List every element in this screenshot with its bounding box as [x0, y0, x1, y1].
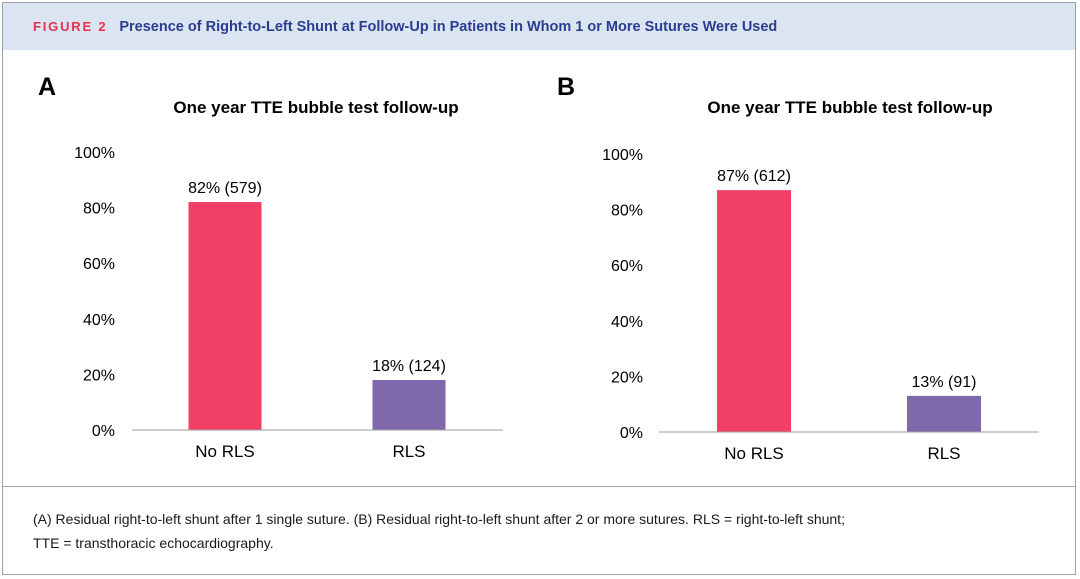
x-tick-label: No RLS	[724, 444, 784, 463]
x-tick-label: RLS	[927, 444, 960, 463]
bar-no-rls	[188, 202, 262, 430]
figure-title: Presence of Right-to-Left Shunt at Follo…	[119, 18, 778, 35]
data-label: 18% (124)	[372, 358, 446, 375]
caption-line-2: TTE = transthoracic echocardiography.	[33, 535, 274, 551]
panel-letter-a: A	[38, 73, 57, 101]
y-tick-label: 20%	[83, 367, 115, 384]
y-tick-label: 80%	[83, 201, 115, 218]
x-tick-label: No RLS	[195, 442, 255, 461]
y-tick-label: 80%	[611, 203, 643, 220]
chart-a: One year TTE bubble test follow-up 0% 20% 4…	[74, 98, 503, 461]
bar-rls	[907, 395, 981, 432]
y-tick-label: 40%	[83, 312, 115, 329]
panel-letter-b: B	[557, 73, 576, 101]
figure-caption: (A) Residual right-to-left shunt after 1…	[3, 486, 1075, 576]
y-tick-label: 0%	[92, 423, 115, 440]
figure-label: FIGURE 2	[33, 19, 108, 34]
bar-no-rls	[717, 190, 791, 432]
y-tick-label: 20%	[611, 369, 643, 386]
data-label: 82% (579)	[188, 180, 262, 197]
y-tick-label: 40%	[611, 314, 643, 331]
chart-panels: A B One year TTE bubble test follow-up 0%…	[3, 50, 1075, 486]
data-label: 13% (91)	[912, 374, 977, 391]
caption-line-1: (A) Residual right-to-left shunt after 1…	[33, 511, 845, 527]
y-tick-label: 100%	[602, 147, 643, 164]
figure-header: FIGURE 2 Presence of Right-to-Left Shunt…	[3, 3, 1075, 50]
data-label: 87% (612)	[717, 168, 791, 185]
chart-title: One year TTE bubble test follow-up	[173, 98, 458, 117]
chart-b: One year TTE bubble test follow-up 0% 20% 4…	[602, 98, 1039, 463]
x-tick-label: RLS	[392, 442, 425, 461]
y-tick-label: 60%	[611, 258, 643, 275]
y-tick-label: 0%	[620, 425, 643, 442]
chart-title: One year TTE bubble test follow-up	[707, 98, 992, 117]
y-tick-label: 100%	[74, 145, 115, 162]
bar-rls	[372, 379, 446, 430]
y-tick-label: 60%	[83, 256, 115, 273]
